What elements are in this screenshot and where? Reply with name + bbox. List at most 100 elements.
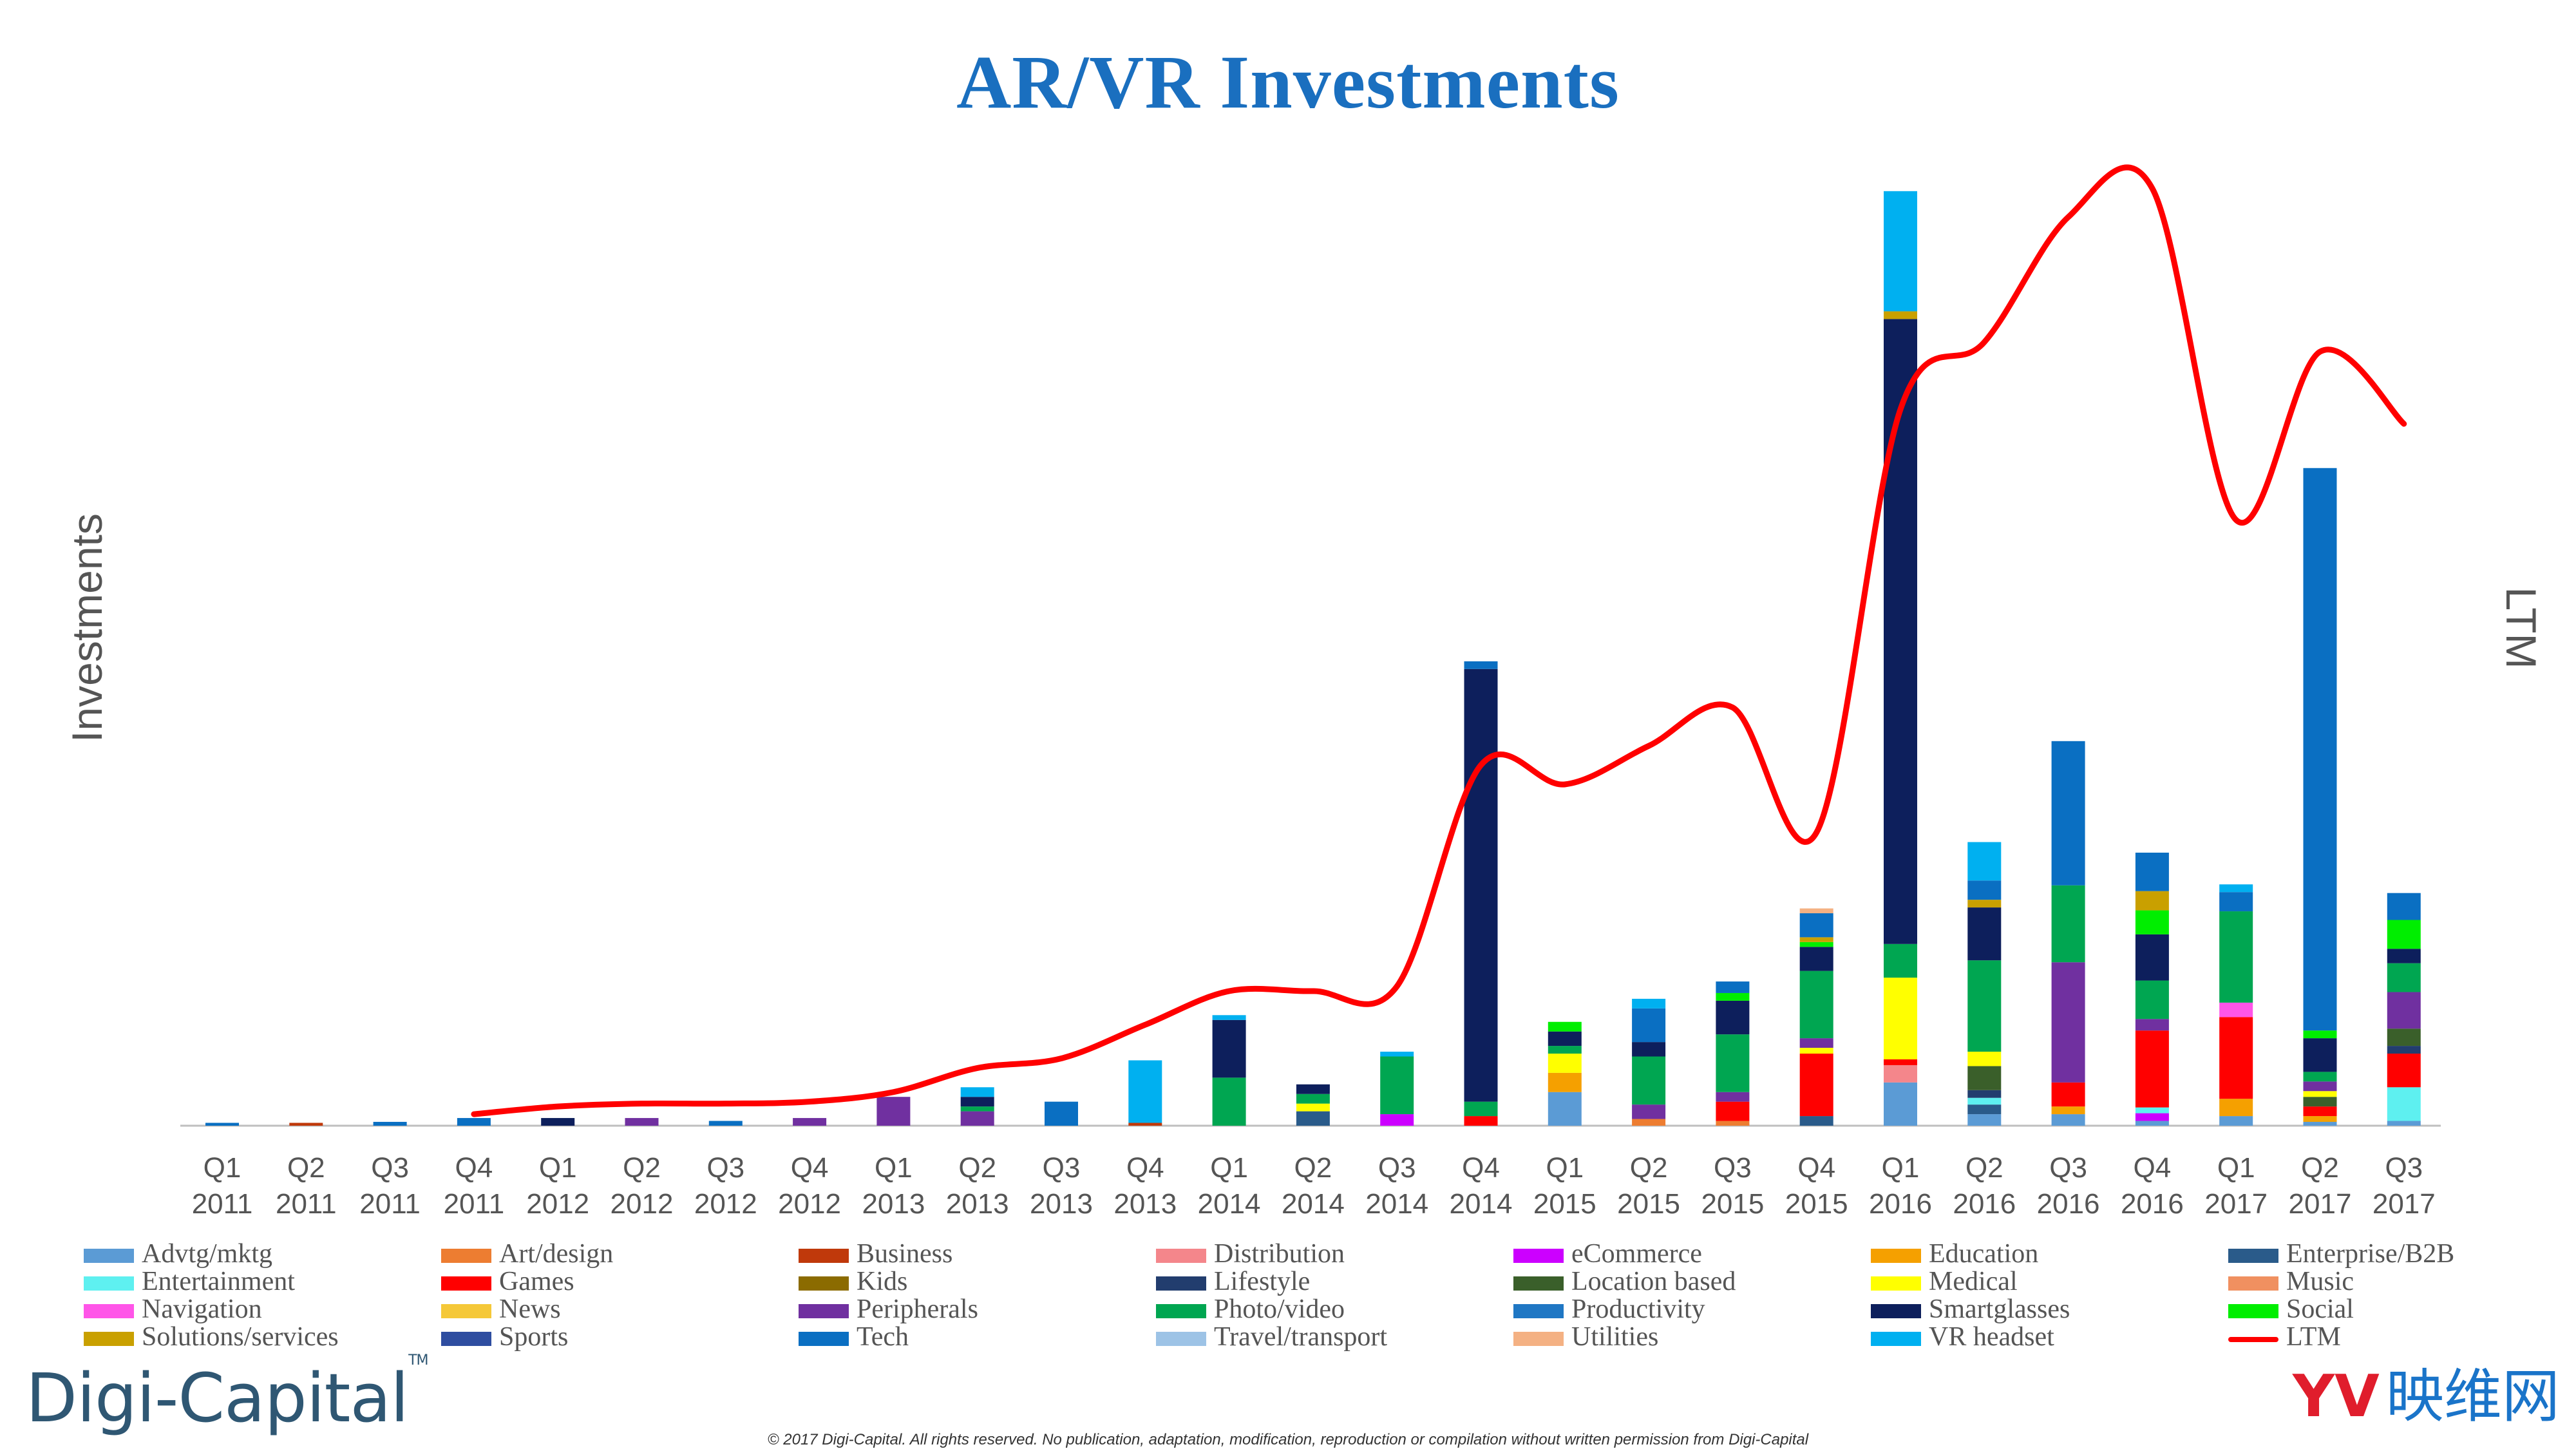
bar-segment — [876, 1097, 911, 1126]
x-tick-label-quarter: Q2 — [1965, 1152, 2003, 1184]
x-tick-label-year: 2013 — [862, 1188, 925, 1220]
bar-segment — [2135, 1107, 2169, 1113]
bar-segment — [1212, 1019, 1246, 1078]
bar-segment — [1380, 1114, 1414, 1126]
bar-segment — [625, 1118, 659, 1126]
legend-swatch — [84, 1249, 134, 1263]
legend-swatch — [84, 1304, 134, 1318]
legend-label: Games — [499, 1267, 574, 1296]
bar-segment — [2219, 884, 2253, 893]
copyright-notice: © 2017 Digi-Capital. All rights reserved… — [767, 1431, 1809, 1448]
bar-segment — [1716, 1121, 1750, 1126]
bar-segment — [1967, 1066, 2002, 1090]
legend-label: Music — [2286, 1267, 2354, 1296]
legend-label: LTM — [2286, 1322, 2341, 1352]
x-tick-label-quarter: Q3 — [371, 1152, 409, 1184]
bar-segment — [1716, 1000, 1750, 1035]
bar-segment — [1716, 1092, 1750, 1102]
legend-label: Entertainment — [142, 1267, 295, 1296]
bar-segment — [289, 1122, 323, 1126]
legend-label: Peripherals — [857, 1294, 978, 1324]
legend-swatch — [1871, 1276, 1921, 1291]
bar-segment — [2135, 852, 2169, 891]
x-tick-label-quarter: Q3 — [1378, 1152, 1416, 1184]
bar-segment — [1296, 1094, 1330, 1104]
bar-segment — [1716, 981, 1750, 993]
chart-title: AR/VR Investments — [956, 40, 1620, 124]
bar-segment — [2303, 1091, 2337, 1097]
x-tick-label-quarter: Q1 — [875, 1152, 913, 1184]
bar-segment — [373, 1122, 407, 1126]
legend-label: Medical — [1929, 1267, 2018, 1296]
bar-segment — [1967, 1097, 2002, 1105]
x-tick-label-quarter: Q2 — [1630, 1152, 1668, 1184]
x-tick-label-year: 2016 — [2037, 1188, 2100, 1220]
x-tick-label-quarter: Q2 — [2301, 1152, 2339, 1184]
ltm-line — [471, 164, 2407, 1117]
x-tick-label-year: 2014 — [1282, 1188, 1345, 1220]
x-tick-label-year: 2016 — [2121, 1188, 2184, 1220]
legend-swatch — [84, 1332, 134, 1346]
yivian-watermark: YV 映维网 — [2293, 1349, 2560, 1433]
legend-label: Travel/transport — [1214, 1322, 1388, 1352]
x-tick-label-quarter: Q4 — [2134, 1152, 2172, 1184]
bar-segment — [2387, 992, 2421, 1029]
x-tick-label-year: 2013 — [946, 1188, 1009, 1220]
x-tick-label-quarter: Q2 — [958, 1152, 996, 1184]
bar-segment — [1716, 1034, 1750, 1092]
bar-segment — [1799, 942, 1833, 947]
bar-segment — [1884, 319, 1917, 944]
legend-label: Photo/video — [1214, 1294, 1345, 1324]
legend-swatch — [1513, 1276, 1564, 1291]
bar-segment — [2387, 1054, 2421, 1088]
bar-segment — [1799, 908, 1833, 914]
legend-label: Smartglasses — [1929, 1294, 2070, 1324]
legend-swatch — [2228, 1276, 2278, 1291]
bar-segment — [2135, 1113, 2169, 1121]
x-tick-label-year: 2012 — [778, 1188, 841, 1220]
bar-segment — [1884, 1082, 1917, 1126]
legend-swatch — [2228, 1249, 2278, 1263]
legend-swatch — [441, 1249, 491, 1263]
bar-segment — [2135, 934, 2169, 981]
bar-segment — [1380, 1056, 1414, 1115]
bar-segment — [2303, 1030, 2337, 1039]
bar-segment — [1967, 960, 2002, 1052]
legend-swatch — [441, 1332, 491, 1346]
x-tick-label-quarter: Q1 — [1210, 1152, 1248, 1184]
bar-segment — [1632, 1008, 1666, 1043]
bar-segment — [1464, 661, 1498, 669]
x-tick-label-year: 2011 — [444, 1188, 505, 1220]
logo-text: Digi-Capital — [26, 1359, 409, 1437]
bar-segment — [1799, 1116, 1833, 1126]
legend-label: Utilities — [1571, 1322, 1659, 1352]
bar-segment — [1296, 1111, 1330, 1126]
x-tick-label-quarter: Q1 — [2217, 1152, 2255, 1184]
bar-segment — [708, 1121, 743, 1126]
bar-segment — [1967, 1114, 2002, 1126]
bar-segment — [1464, 668, 1498, 1102]
bar-segment — [2303, 1116, 2337, 1122]
legend-label: Social — [2286, 1294, 2354, 1324]
x-tick-label-quarter: Q3 — [2049, 1152, 2087, 1184]
x-tick-label-year: 2015 — [1701, 1188, 1764, 1220]
watermark-mark: YV — [2293, 1363, 2380, 1430]
bar-segment — [2051, 962, 2085, 1083]
logo-trademark: TM — [408, 1352, 428, 1369]
bar-segment — [960, 1087, 994, 1097]
bar-segment — [2219, 911, 2253, 1003]
bar-segment — [1296, 1084, 1330, 1094]
legend-swatch — [1156, 1332, 1206, 1346]
bar-segment — [2135, 891, 2169, 911]
x-tick-label-year: 2012 — [526, 1188, 589, 1220]
legend-label: Advtg/mktg — [142, 1239, 273, 1269]
bar-segment — [2303, 468, 2337, 1031]
bar-segment — [2051, 1106, 2085, 1115]
x-tick-label-year: 2017 — [2289, 1188, 2352, 1220]
legend-swatch — [799, 1276, 849, 1291]
bar-segment — [1464, 1116, 1498, 1126]
bar-segment — [1548, 1092, 1582, 1126]
bar-segment — [960, 1111, 994, 1126]
x-tick-label-quarter: Q4 — [1126, 1152, 1164, 1184]
bar-segment — [1799, 1048, 1833, 1054]
